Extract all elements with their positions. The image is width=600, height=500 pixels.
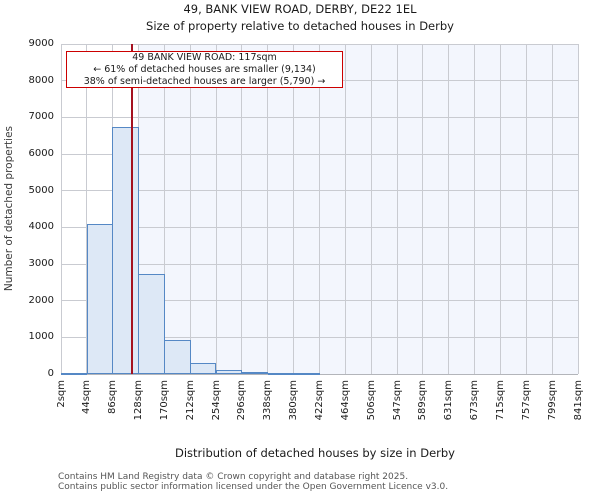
- y-axis-title: Number of detached properties: [0, 44, 18, 374]
- histogram-bar: [60, 372, 88, 375]
- x-tick-label: 757sqm: [519, 380, 533, 423]
- x-tick-label-text: 254sqm: [210, 380, 222, 421]
- footer-licence-line: Contains public sector information licen…: [58, 482, 449, 492]
- vertical-gridline: [319, 44, 320, 374]
- y-tick-label: 4000: [28, 221, 54, 233]
- histogram-bar: [138, 273, 165, 374]
- histogram-bar: [112, 126, 139, 374]
- vertical-gridline: [448, 44, 450, 374]
- vertical-gridline: [267, 44, 269, 374]
- vertical-gridline: [474, 44, 476, 374]
- histogram-bar: [164, 339, 191, 374]
- histogram-bar: [241, 372, 269, 375]
- x-tick-label-text: 506sqm: [365, 380, 377, 421]
- x-tick-label-text: 296sqm: [236, 380, 248, 421]
- x-tick-label: 589sqm: [416, 380, 430, 423]
- x-axis-title: Distribution of detached houses by size …: [174, 446, 455, 460]
- vertical-gridline: [189, 44, 191, 374]
- x-tick-label: 338sqm: [261, 380, 275, 423]
- x-tick-label-text: 799sqm: [546, 380, 558, 421]
- histogram-bar: [267, 372, 294, 375]
- x-tick-label: 2sqm: [54, 380, 68, 411]
- x-tick-label: 296sqm: [235, 380, 249, 423]
- vertical-gridline: [60, 44, 62, 374]
- y-tick-label: 8000: [28, 74, 54, 86]
- shaded-region: [138, 44, 578, 374]
- y-tick-label: 0: [47, 368, 54, 379]
- x-tick-label: 44sqm: [80, 380, 94, 417]
- x-tick-label: 170sqm: [157, 380, 171, 423]
- x-tick-label-text: 170sqm: [158, 380, 170, 421]
- vertical-gridline: [163, 44, 165, 374]
- y-tick-label: 5000: [28, 184, 54, 196]
- plot-area: [60, 43, 579, 375]
- y-tick-label: 3000: [28, 258, 54, 269]
- vertical-gridline: [344, 44, 346, 374]
- property-size-marker-line: [131, 44, 133, 374]
- x-tick-label: 631sqm: [442, 380, 456, 423]
- x-tick-label: 422sqm: [313, 380, 327, 423]
- annotation-line-2: ← 61% of detached houses are smaller (9,…: [93, 63, 316, 75]
- x-tick-label: 506sqm: [364, 380, 378, 423]
- x-tick-label-text: 338sqm: [262, 380, 274, 421]
- y-tick-label: 9000: [28, 38, 54, 49]
- vertical-gridline: [396, 44, 398, 374]
- x-tick-label-text: 86sqm: [107, 380, 119, 415]
- histogram-bar: [189, 362, 217, 374]
- x-tick-label: 799sqm: [545, 380, 559, 423]
- vertical-gridline: [577, 44, 579, 374]
- x-tick-label-text: 673sqm: [469, 380, 481, 421]
- chart-title: 49, BANK VIEW ROAD, DERBY, DE22 1EL: [183, 2, 417, 16]
- x-tick-label: 212sqm: [183, 380, 197, 423]
- vertical-gridline: [370, 44, 372, 374]
- vertical-gridline: [293, 44, 295, 374]
- x-tick-label-text: 422sqm: [314, 380, 325, 421]
- vertical-gridline: [241, 44, 243, 374]
- y-tick-label: 2000: [28, 294, 54, 306]
- x-tick-label-text: 841sqm: [572, 380, 584, 421]
- vertical-gridline: [422, 44, 424, 374]
- annotation-line-1: 49 BANK VIEW ROAD: 117sqm: [132, 51, 277, 63]
- x-tick-label: 673sqm: [468, 380, 482, 423]
- x-tick-label-text: 757sqm: [520, 380, 532, 421]
- histogram-bar: [86, 223, 113, 374]
- x-tick-label-text: 44sqm: [81, 380, 93, 415]
- vertical-gridline: [551, 44, 553, 374]
- x-tick-label: 715sqm: [493, 380, 507, 423]
- vertical-gridline: [499, 44, 501, 374]
- x-tick-label-text: 128sqm: [133, 380, 145, 421]
- footer-copyright-line: Contains HM Land Registry data © Crown c…: [58, 472, 409, 482]
- histogram-bar: [215, 369, 243, 374]
- y-tick-label: 7000: [28, 111, 54, 123]
- y-tick-label: 1000: [28, 331, 54, 343]
- chart-subtitle: Size of property relative to detached ho…: [146, 19, 454, 33]
- annotation-line-3: 38% of semi-detached houses are larger (…: [83, 75, 326, 87]
- x-tick-label: 547sqm: [390, 380, 404, 423]
- vertical-gridline: [525, 44, 527, 374]
- x-tick-label: 86sqm: [106, 380, 120, 417]
- x-tick-label-text: 212sqm: [184, 380, 196, 421]
- x-tick-label: 380sqm: [287, 380, 301, 423]
- annotation-box: 49 BANK VIEW ROAD: 117sqm ← 61% of detac…: [66, 51, 343, 88]
- x-tick-label: 254sqm: [209, 380, 223, 423]
- x-tick-label-text: 2sqm: [55, 380, 67, 408]
- x-tick-label-text: 589sqm: [417, 380, 429, 421]
- vertical-gridline: [215, 44, 217, 374]
- x-tick-label-text: 380sqm: [288, 380, 300, 421]
- x-tick-label: 464sqm: [338, 380, 352, 423]
- x-tick-label-text: 464sqm: [339, 380, 351, 421]
- x-tick-label: 128sqm: [132, 380, 146, 423]
- x-tick-label: 841sqm: [571, 380, 585, 423]
- x-tick-label-text: 715sqm: [494, 380, 506, 421]
- x-tick-label-text: 631sqm: [443, 380, 455, 421]
- vertical-gridline: [86, 44, 88, 374]
- histogram-bar: [293, 372, 320, 375]
- y-tick-label: 6000: [28, 148, 54, 159]
- x-tick-label-text: 547sqm: [391, 380, 403, 421]
